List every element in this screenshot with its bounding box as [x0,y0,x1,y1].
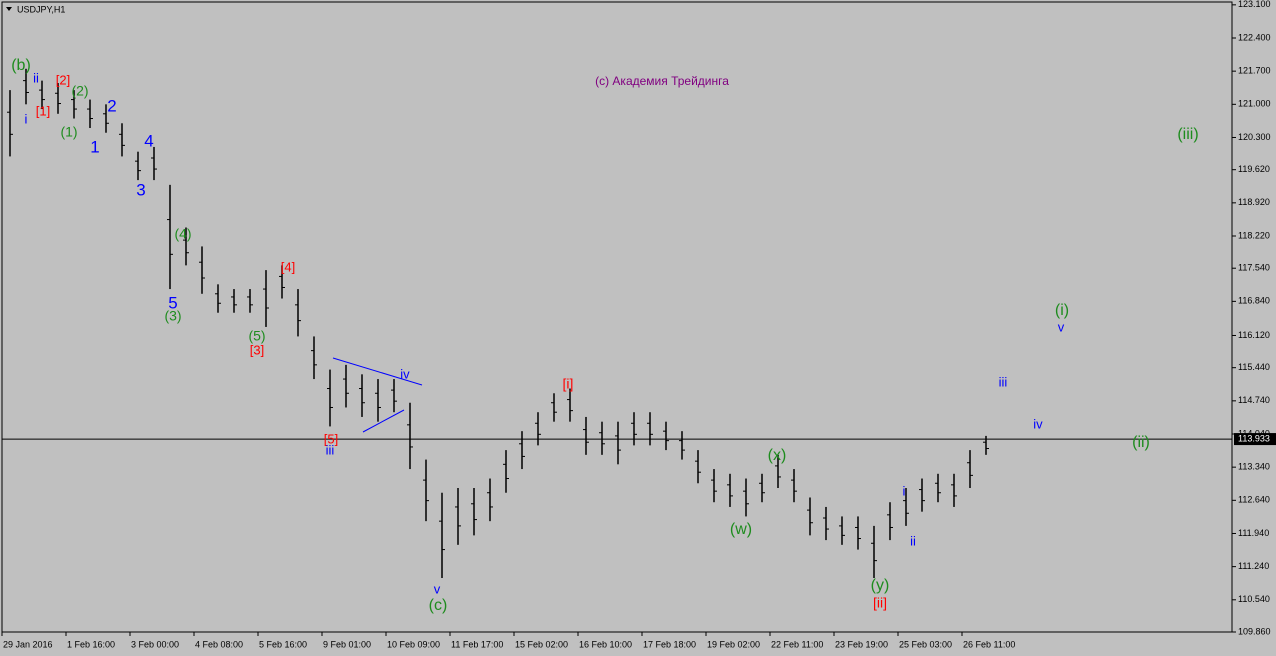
y-tick-label: 114.740 [1238,395,1270,405]
plot-frame [1,1,1233,633]
wave-label: i [25,111,28,126]
y-tick-label: 111.940 [1238,528,1269,538]
wave-label: (c) [429,597,448,614]
x-tick-label: 19 Feb 02:00 [707,639,760,649]
x-tick-label: 17 Feb 18:00 [643,639,696,649]
wave-label: (1) [60,124,77,140]
y-tick-label: 116.120 [1238,330,1270,340]
x-tick-label: 5 Feb 16:00 [259,639,307,649]
last-price-box [1234,433,1276,446]
last-price-label: 113.933 [1238,433,1270,443]
wave-label: iii [326,442,335,457]
wave-label: (ii) [1132,434,1150,451]
y-tick-label: 112.640 [1238,495,1270,505]
wave-label: [i] [563,376,574,392]
wave-label: [2] [56,72,70,87]
wave-label: [4] [281,259,295,274]
x-tick-label: 11 Feb 17:00 [451,639,503,649]
y-tick-label: 121.000 [1238,99,1271,109]
wave-label: v [434,581,441,596]
y-tick-label: 119.620 [1238,164,1270,174]
x-tick-label: 4 Feb 08:00 [195,639,243,649]
wave-label: (3) [164,308,181,324]
wave-label: iv [1033,416,1043,431]
menu-arrow[interactable] [6,7,12,11]
x-tick-label: 23 Feb 19:00 [835,639,888,649]
x-tick-label: 15 Feb 02:00 [515,639,568,649]
wave-label: [1] [36,103,50,118]
symbol-title: USDJPY,H1 [17,4,65,14]
wave-label: iv [400,366,410,381]
y-tick-label: 117.540 [1238,263,1270,273]
y-tick-label: 109.860 [1238,626,1271,636]
y-tick-label: 110.540 [1238,594,1270,604]
y-tick-label: 121.700 [1238,66,1271,76]
triangle-lower [362,409,405,433]
y-tick-label: 113.340 [1238,462,1270,472]
wave-label: (x) [768,447,787,464]
y-tick-label: 123.100 [1238,0,1271,9]
x-tick-label: 10 Feb 09:00 [387,639,440,649]
wave-label: (5) [248,328,265,344]
wave-label: (i) [1055,302,1069,319]
y-tick-label: 111.240 [1238,561,1269,571]
wave-label: ii [910,533,916,548]
wave-label: 5 [168,293,177,312]
triangle-upper [332,357,423,386]
wave-label: ii [33,70,39,85]
wave-label: (iii) [1177,126,1198,143]
wave-label: iii [999,374,1008,389]
x-tick-label: 25 Feb 03:00 [899,639,952,649]
y-tick-label: 115.440 [1238,362,1270,372]
wave-label: (c) Академия Трейдинга [595,74,729,88]
wave-label: (2) [71,83,88,99]
wave-label: [5] [324,431,338,446]
wave-label: i [903,483,906,498]
x-tick-label: 22 Feb 11:00 [771,639,823,649]
y-tick-label: 118.220 [1238,230,1270,240]
x-tick-label: 9 Feb 01:00 [323,639,371,649]
y-tick-label: 116.840 [1238,296,1270,306]
wave-label: 3 [136,180,145,199]
wave-label: 2 [107,96,116,115]
wave-label: v [1058,319,1065,334]
wave-label: (4) [174,226,191,242]
y-tick-label: 120.300 [1238,132,1271,142]
wave-label: 4 [144,131,153,150]
x-tick-label: 29 Jan 2016 [3,639,53,649]
wave-label: (b) [11,57,31,74]
wave-label: 1 [90,137,99,156]
x-tick-label: 3 Feb 00:00 [131,639,179,649]
wave-label: [ii] [873,595,887,611]
x-tick-label: 26 Feb 11:00 [963,639,1015,649]
y-tick-label: 118.920 [1238,197,1270,207]
x-tick-label: 1 Feb 16:00 [67,639,115,649]
wave-label: [3] [250,342,264,357]
wave-label: (y) [871,577,890,594]
wave-label: (w) [730,521,752,538]
x-tick-label: 16 Feb 10:00 [579,639,632,649]
y-tick-label: 122.400 [1238,32,1271,42]
